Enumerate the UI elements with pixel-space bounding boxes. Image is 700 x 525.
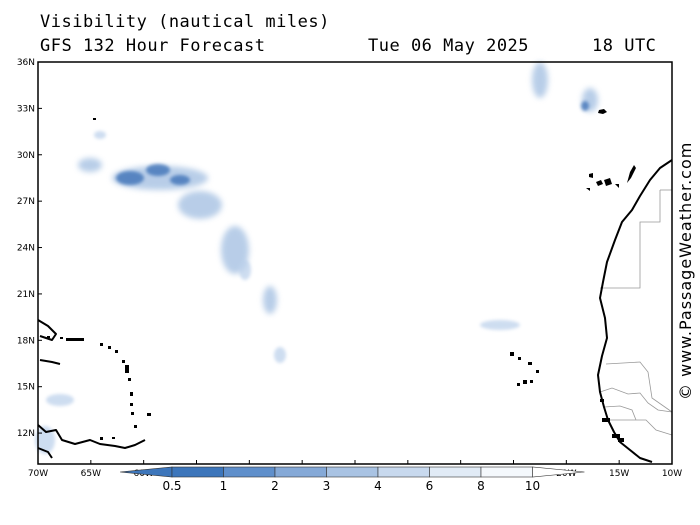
- model-label: GFS 132 Hour Forecast: [40, 36, 266, 56]
- chart-title: Visibility (nautical miles): [40, 12, 330, 32]
- islands: [47, 109, 636, 442]
- low-visibility-areas: [35, 62, 598, 454]
- legend-swatch: [171, 466, 224, 478]
- coastlines: [37, 159, 673, 463]
- lat-tick-label: 27N: [17, 197, 35, 207]
- lat-tick-label: 24N: [17, 244, 35, 254]
- lon-tick-label: 70W: [28, 469, 48, 479]
- lat-tick-label: 18N: [17, 336, 35, 346]
- legend-swatch: [377, 466, 430, 478]
- forecast-time: 18 UTC: [592, 36, 657, 56]
- legend-arrow-high: [532, 466, 585, 478]
- legend-swatch: [326, 466, 379, 478]
- lon-tick-label: 65W: [81, 469, 101, 479]
- lat-tick-label: 12N: [17, 429, 35, 439]
- map-frame: [37, 61, 673, 465]
- lon-tick-label: 15W: [609, 469, 629, 479]
- legend-label: 8: [477, 479, 485, 493]
- legend-label: 1: [220, 479, 228, 493]
- legend-swatch: [274, 466, 327, 478]
- forecast-date: Tue 06 May 2025: [368, 36, 530, 56]
- lat-tick-label: 33N: [17, 104, 35, 114]
- legend-swatch: [429, 466, 482, 478]
- legend-swatch: [223, 466, 276, 478]
- legend-label: 2: [271, 479, 279, 493]
- legend-label: 0.5: [162, 479, 181, 493]
- legend-label: 4: [374, 479, 382, 493]
- legend-swatch: [480, 466, 533, 478]
- lat-tick-label: 36N: [17, 58, 35, 68]
- legend-label: 3: [323, 479, 331, 493]
- lat-tick-label: 15N: [17, 383, 35, 393]
- lat-tick-label: 21N: [17, 290, 35, 300]
- legend-label: 6: [426, 479, 434, 493]
- lat-tick-label: 30N: [17, 151, 35, 161]
- lon-tick-label: 10W: [662, 469, 682, 479]
- country-borders: [599, 189, 673, 436]
- legend-colorbar: 0.5 1 2 3 4 6 8 10: [119, 466, 585, 493]
- legend-label: 10: [525, 479, 540, 493]
- credit-text: © www.PassageWeather.com: [676, 141, 695, 400]
